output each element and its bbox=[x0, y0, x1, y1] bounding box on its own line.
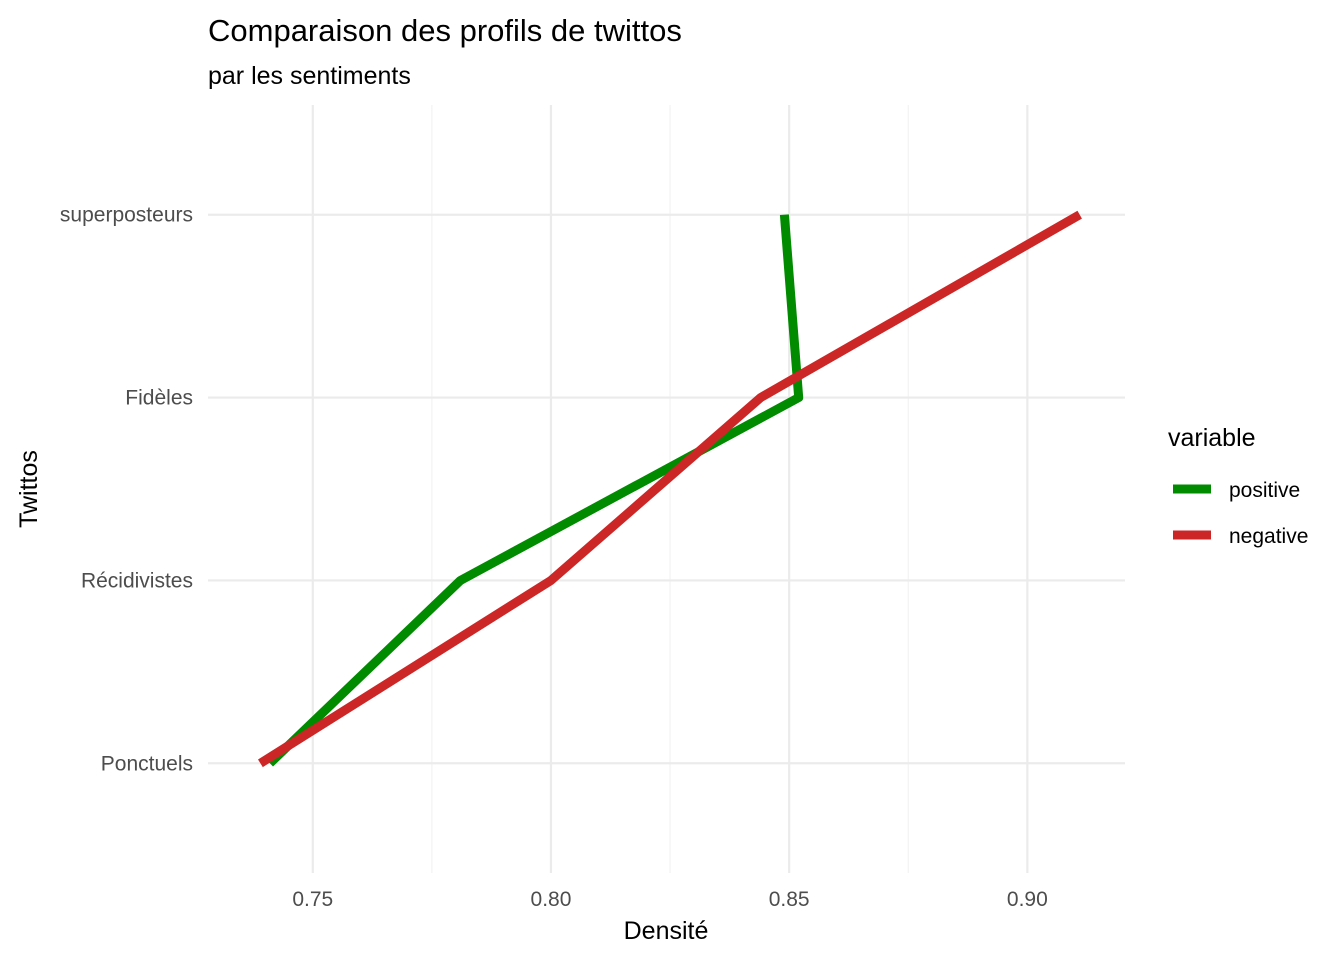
major-gridlines bbox=[208, 105, 1125, 873]
x-tick-label: 0.80 bbox=[531, 888, 572, 911]
minor-gridlines bbox=[431, 105, 909, 873]
y-tick-label: Fidèles bbox=[125, 387, 193, 410]
legend-label-negative: negative bbox=[1229, 525, 1308, 548]
x-tick-label: 0.85 bbox=[769, 888, 810, 911]
legend-title: variable bbox=[1168, 424, 1256, 452]
series-line-negative bbox=[258, 210, 1082, 768]
y-axis-title: Twittos bbox=[15, 450, 43, 528]
x-tick-label: 0.75 bbox=[292, 888, 333, 911]
legend: variable positive negative bbox=[1168, 424, 1308, 548]
chart-subtitle: par les sentiments bbox=[208, 62, 411, 90]
y-tick-label: Ponctuels bbox=[101, 752, 193, 775]
y-tick-label: Récidivistes bbox=[81, 569, 193, 592]
x-axis-ticks: 0.75 0.80 0.85 0.90 bbox=[292, 888, 1047, 911]
y-axis-ticks: Ponctuels Récidivistes Fidèles superposteur… bbox=[60, 204, 193, 776]
series-lines bbox=[258, 210, 1082, 768]
chart-title: Comparaison des profils de twittos bbox=[208, 13, 682, 48]
x-tick-label: 0.90 bbox=[1007, 888, 1048, 911]
series-line-positive bbox=[266, 214, 804, 767]
y-tick-label: superposteurs bbox=[60, 204, 193, 227]
legend-label-positive: positive bbox=[1229, 479, 1300, 502]
x-axis-title: Densité bbox=[624, 917, 709, 945]
